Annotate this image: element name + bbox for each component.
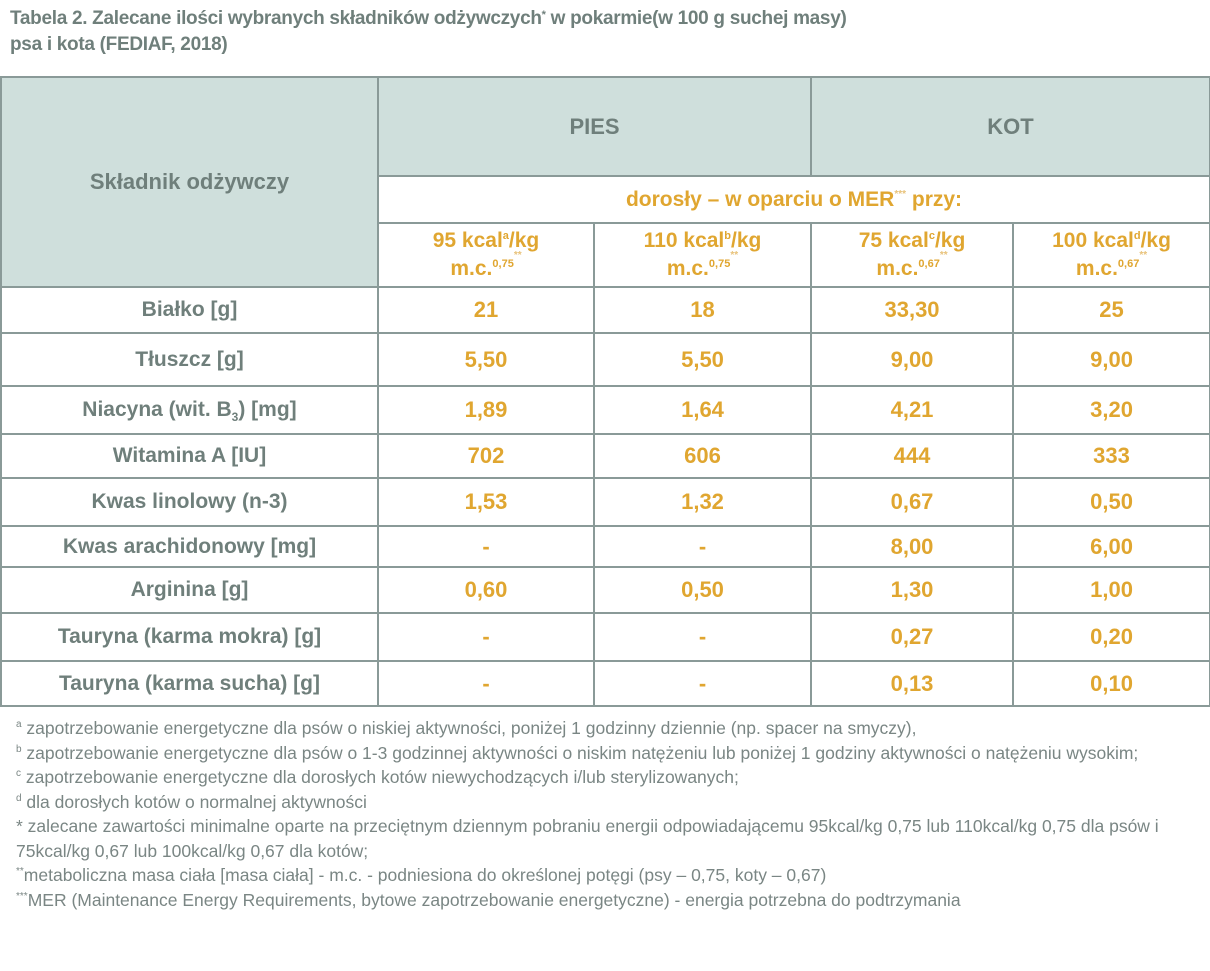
header-mer-basis: dorosły – w oparciu o MER*** przy: — [376, 175, 1210, 224]
footnote-a: a zapotrzebowanie energetyczne dla psów … — [16, 718, 917, 738]
cell-value: 333 — [1012, 433, 1210, 479]
cell-value: 5,50 — [377, 332, 595, 387]
caption-line-1: Tabela 2. Zalecane ilości wybranych skła… — [10, 8, 847, 29]
row-label: Tłuszcz [g] — [0, 332, 379, 387]
cell-value: 1,89 — [377, 385, 595, 435]
cell-value: 702 — [377, 433, 595, 479]
cell-value: 1,00 — [1012, 566, 1210, 614]
table-row: Kwas linolowy (n-3) 1,53 1,32 0,67 0,50 — [0, 477, 1210, 527]
header-col-100kcal: 100 kcald/kg m.c.0,67** — [1012, 222, 1210, 288]
cell-value: 0,20 — [1012, 612, 1210, 662]
footnote-c: c zapotrzebowanie energetyczne dla doros… — [16, 767, 739, 787]
header-dog: PIES — [376, 76, 813, 177]
table-row: Tłuszcz [g] 5,50 5,50 9,00 9,00 — [0, 332, 1210, 387]
footnote-double-star: **metaboliczna masa ciała [masa ciała] -… — [16, 865, 827, 885]
cell-value: 0,50 — [592, 566, 813, 614]
cell-value: - — [592, 612, 813, 662]
footnote-star: * zalecane zawartości minimalne oparte n… — [16, 816, 1159, 861]
footnote-d: d dla dorosłych kotów o normalnej aktywn… — [16, 791, 367, 812]
cell-value: 9,00 — [1012, 332, 1210, 387]
row-label: Tauryna (karma sucha) [g] — [0, 660, 379, 707]
cell-value: 0,60 — [377, 566, 595, 614]
cell-value: 0,50 — [1012, 477, 1210, 527]
cell-value: - — [377, 660, 595, 707]
header-nutrient: Składnik odżywczy — [0, 76, 379, 288]
cell-value: 33,30 — [810, 286, 1015, 334]
footnote-triple-star: ***MER (Maintenance Energy Requirements,… — [16, 889, 961, 910]
caption-line-2: psa i kota (FEDIAF, 2018) — [10, 34, 228, 55]
header-col-110kcal: 110 kcalb/kg m.c.0,75** — [592, 222, 813, 288]
cell-value: 1,32 — [592, 477, 813, 527]
cell-value: 1,64 — [592, 385, 813, 435]
row-label: Arginina [g] — [0, 566, 379, 614]
cell-value: 0,10 — [1012, 660, 1210, 707]
table-caption: Tabela 2. Zalecane ilości wybranych skła… — [10, 6, 1200, 58]
cell-value: - — [377, 612, 595, 662]
cell-value: 3,20 — [1012, 385, 1210, 435]
table-row: Arginina [g] 0,60 0,50 1,30 1,00 — [0, 566, 1210, 614]
cell-value: 1,53 — [377, 477, 595, 527]
header-col-75kcal: 75 kcalc/kg m.c.0,67** — [810, 222, 1015, 288]
cell-value: 9,00 — [810, 332, 1015, 387]
cell-value: 4,21 — [810, 385, 1015, 435]
cell-value: 606 — [592, 433, 813, 479]
footnote-b: b zapotrzebowanie energetyczne dla psów … — [16, 742, 1139, 763]
row-label: Niacyna (wit. B3) [mg] — [0, 385, 379, 435]
header-col-95kcal: 95 kcala/kg m.c.0,75** — [377, 222, 595, 288]
table-row: Tauryna (karma mokra) [g] - - 0,27 0,20 — [0, 612, 1210, 662]
cell-value: - — [377, 525, 595, 568]
footnotes: a zapotrzebowanie energetyczne dla psów … — [16, 716, 1196, 912]
table-row: Białko [g] 21 18 33,30 25 — [0, 286, 1210, 334]
cell-value: 0,13 — [810, 660, 1015, 707]
table-row: Niacyna (wit. B3) [mg] 1,89 1,64 4,21 3,… — [0, 385, 1210, 435]
nutrient-table: Składnik odżywczy PIES KOT dorosły – w o… — [0, 76, 1210, 707]
cell-value: - — [592, 525, 813, 568]
row-label: Kwas linolowy (n-3) — [0, 477, 379, 527]
cell-value: 1,30 — [810, 566, 1015, 614]
header-cat: KOT — [810, 76, 1210, 177]
table-row: Kwas arachidonowy [mg] - - 8,00 6,00 — [0, 525, 1210, 568]
table-row: Tauryna (karma sucha) [g] - - 0,13 0,10 — [0, 660, 1210, 707]
row-label: Witamina A [IU] — [0, 433, 379, 479]
cell-value: 18 — [592, 286, 813, 334]
cell-value: 8,00 — [810, 525, 1015, 568]
cell-value: 5,50 — [592, 332, 813, 387]
cell-value: 21 — [377, 286, 595, 334]
row-label: Tauryna (karma mokra) [g] — [0, 612, 379, 662]
table-row: Witamina A [IU] 702 606 444 333 — [0, 433, 1210, 479]
cell-value: 0,27 — [810, 612, 1015, 662]
row-label: Białko [g] — [0, 286, 379, 334]
row-label: Kwas arachidonowy [mg] — [0, 525, 379, 568]
cell-value: 6,00 — [1012, 525, 1210, 568]
cell-value: 444 — [810, 433, 1015, 479]
cell-value: - — [592, 660, 813, 707]
cell-value: 25 — [1012, 286, 1210, 334]
cell-value: 0,67 — [810, 477, 1015, 527]
